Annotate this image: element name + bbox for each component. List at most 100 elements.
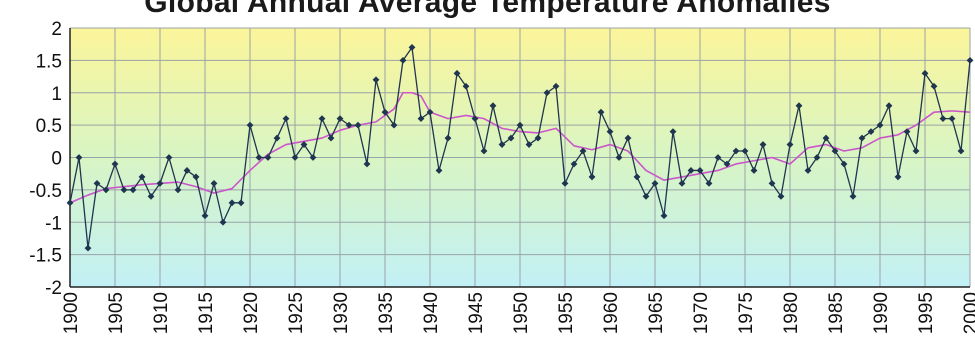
data-point — [318, 115, 326, 123]
data-point — [219, 218, 227, 226]
data-point — [948, 115, 956, 123]
data-point — [462, 82, 470, 90]
data-point — [579, 147, 587, 155]
data-point — [111, 160, 119, 168]
x-tick-label: 1975 — [736, 292, 757, 334]
data-point — [741, 147, 749, 155]
data-point — [336, 115, 344, 123]
data-point — [777, 192, 785, 200]
y-tick-label: 1 — [51, 84, 62, 105]
data-point — [444, 134, 452, 142]
data-point — [201, 212, 209, 220]
data-point — [750, 167, 758, 174]
data-point — [651, 180, 659, 187]
data-point — [714, 154, 722, 161]
data-point — [822, 134, 830, 142]
data-point — [273, 134, 281, 142]
x-tick-label: 1925 — [286, 292, 307, 334]
x-tick-label: 1940 — [421, 292, 442, 334]
x-tick-label: 1930 — [331, 292, 352, 334]
data-point — [570, 160, 578, 168]
y-tick-label: -1.5 — [29, 246, 62, 267]
y-tick-label: 1.5 — [36, 51, 62, 72]
data-point — [156, 180, 164, 187]
data-point — [165, 154, 173, 161]
x-tick-label: 1960 — [601, 292, 622, 334]
data-point — [588, 173, 596, 181]
series-line-smoothed — [69, 91, 971, 204]
data-point — [66, 199, 74, 207]
x-tick-label: 1935 — [376, 292, 397, 334]
data-point — [354, 121, 362, 129]
x-tick-label: 1965 — [646, 292, 667, 334]
data-point — [678, 180, 686, 187]
x-tick-label: 1945 — [466, 292, 487, 334]
data-point — [426, 108, 434, 116]
grid-lines — [69, 27, 971, 288]
series-layer — [66, 44, 974, 252]
x-tick-labels: 1900 1905 1910 1915 1920 1925 1930 1935 1940 1945… — [61, 292, 975, 334]
y-tick-label: -2 — [45, 278, 62, 299]
data-point — [498, 141, 506, 148]
data-point — [228, 199, 236, 207]
data-point — [399, 56, 407, 64]
x-tick-label: 1900 — [61, 292, 82, 334]
chart-title: Global Annual Average Temperature Anomal… — [144, 0, 831, 19]
y-tick-label: 0 — [51, 149, 62, 170]
data-point — [660, 212, 668, 220]
data-point — [615, 154, 623, 161]
y-tick-labels: 2 1.5 1 0.5 0 -0.5 -1 -1.5 -2 — [29, 19, 62, 299]
x-tick-label: 1920 — [241, 292, 262, 334]
data-point — [885, 102, 893, 110]
data-point — [210, 180, 218, 187]
data-point — [93, 180, 101, 187]
data-point — [849, 192, 857, 200]
x-tick-label: 1905 — [106, 292, 127, 334]
data-point — [507, 134, 515, 142]
axes — [69, 28, 970, 288]
y-tick-label: -0.5 — [29, 181, 62, 202]
x-tick-label: 1990 — [871, 292, 892, 334]
data-point — [768, 180, 776, 187]
data-point — [291, 154, 299, 161]
data-point — [480, 147, 488, 155]
data-point — [939, 115, 947, 123]
data-point — [309, 154, 317, 161]
y-tick-label: -1 — [45, 213, 62, 234]
data-point — [687, 167, 695, 174]
data-point — [525, 141, 533, 148]
data-point — [102, 186, 110, 194]
x-tick-label: 1995 — [916, 292, 937, 334]
data-point — [327, 134, 335, 142]
data-point — [453, 69, 461, 77]
data-point — [543, 89, 551, 97]
data-point — [732, 147, 740, 155]
data-point — [390, 121, 398, 129]
data-point — [255, 154, 263, 161]
data-point — [831, 147, 839, 155]
data-point — [858, 134, 866, 142]
data-point — [633, 173, 641, 181]
data-point — [561, 180, 569, 187]
data-point — [921, 69, 929, 77]
data-point — [192, 173, 200, 181]
data-point — [624, 134, 632, 142]
data-point — [840, 160, 848, 168]
data-point — [147, 192, 155, 200]
x-tick-label: 1985 — [826, 292, 847, 334]
data-point — [516, 121, 524, 129]
data-point — [912, 147, 920, 155]
data-point — [372, 76, 380, 84]
x-tick-label: 1955 — [556, 292, 577, 334]
data-point — [345, 121, 353, 129]
x-tick-label: 1910 — [151, 292, 172, 334]
data-point — [300, 141, 308, 148]
x-tick-label: 1980 — [781, 292, 802, 334]
data-point — [930, 82, 938, 90]
data-point — [435, 167, 443, 174]
data-point — [417, 115, 425, 123]
data-point — [138, 173, 146, 181]
data-point — [795, 102, 803, 110]
data-point — [264, 154, 272, 161]
